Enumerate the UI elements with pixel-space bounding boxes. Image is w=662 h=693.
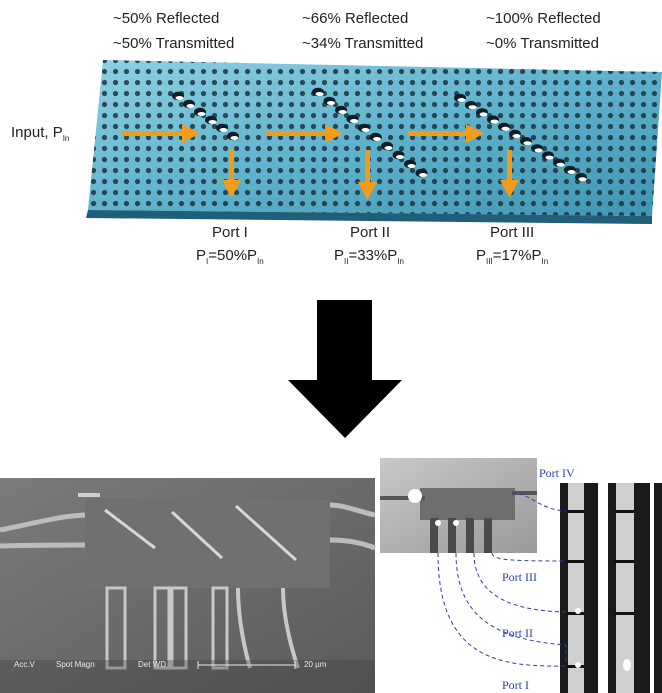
- port-iii-sub: III: [486, 257, 493, 266]
- defect-hole-highlight: [197, 112, 206, 116]
- defect-hole-highlight: [490, 119, 499, 124]
- port-i-sub: I: [206, 257, 209, 266]
- defect-hole-highlight: [327, 101, 335, 105]
- photo-port-ii: Port II: [502, 626, 533, 640]
- sem-acc-v: Acc.V: [14, 660, 35, 669]
- port-ii-eq: =33%P: [348, 247, 398, 264]
- port-ii-sub2: In: [397, 257, 404, 266]
- port-ii-sub: II: [344, 257, 349, 266]
- defect-hole-highlight: [373, 137, 381, 141]
- defect-hole-highlight: [501, 126, 510, 131]
- port-ii-arrow: [358, 150, 377, 200]
- defect-hole-highlight: [230, 136, 239, 140]
- defect-hole-highlight: [315, 92, 324, 96]
- defect-hole-highlight: [512, 134, 521, 138]
- stage-3-transmitted: ~0% Transmitted: [486, 35, 599, 52]
- input-label-sub: In: [62, 134, 70, 143]
- photo-port-iv: Port IV: [539, 466, 575, 480]
- defect-hole-highlight: [219, 128, 228, 132]
- port-ii-p: P: [334, 247, 345, 264]
- arrow-stage-2: [265, 124, 343, 143]
- port-iii-p: P: [476, 247, 487, 264]
- stage-1-transmitted: ~50% Transmitted: [113, 35, 235, 52]
- port-iii-name: Port III: [490, 224, 535, 241]
- defect-hole-highlight: [384, 146, 393, 150]
- defect-hole-highlight: [407, 164, 416, 168]
- defect-hole-highlight: [468, 105, 477, 110]
- sem-image: [0, 478, 376, 693]
- port-i-p: P: [196, 247, 207, 264]
- input-label: Input, PIn: [11, 124, 69, 148]
- port-iii-power: PIII=17%PIn: [476, 247, 548, 271]
- sem-det-wd: Det WD: [138, 660, 166, 669]
- defect-hole-highlight: [457, 98, 466, 102]
- output-facets: [560, 483, 662, 693]
- defect-hole-highlight: [479, 112, 488, 117]
- defect-hole-highlight: [567, 170, 576, 174]
- big-down-arrow: [288, 300, 402, 438]
- port-ii-power: PII=33%PIn: [334, 247, 404, 271]
- input-arrow: [122, 124, 200, 143]
- stage-1-reflected: ~50% Reflected: [113, 10, 220, 27]
- defect-hole-highlight: [361, 128, 370, 132]
- defect-hole-highlight: [175, 96, 184, 100]
- beam-splitter-defects: [172, 87, 587, 182]
- defect-hole-highlight: [350, 119, 358, 123]
- defect-hole-highlight: [545, 155, 554, 160]
- defect-hole-highlight: [578, 177, 587, 182]
- defect-hole-highlight: [396, 155, 404, 159]
- port-iii-eq: =17%P: [492, 247, 542, 264]
- photo-port-iii: Port III: [502, 570, 537, 584]
- sem-scale-label: 20 µm: [304, 660, 327, 669]
- stage-3-reflected: ~100% Reflected: [486, 10, 601, 27]
- defect-hole-highlight: [534, 148, 543, 153]
- arrow-stage-3: [408, 124, 484, 143]
- sem-spot-magn: Spot Magn: [56, 660, 95, 669]
- defect-hole-highlight: [338, 110, 347, 114]
- stage-2-transmitted: ~34% Transmitted: [302, 35, 424, 52]
- port-iii-arrow: [500, 150, 519, 198]
- port-i-sub2: In: [257, 257, 264, 266]
- photo-port-i: Port I: [502, 678, 529, 692]
- stage-2-reflected: ~66% Reflected: [302, 10, 409, 27]
- defect-hole-highlight: [556, 162, 565, 167]
- port-connector-lines: [437, 492, 567, 667]
- defect-hole-highlight: [208, 120, 217, 124]
- port-i-power: PI=50%PIn: [196, 247, 264, 271]
- port-iii-sub2: In: [541, 257, 549, 266]
- defect-hole-highlight: [523, 141, 532, 146]
- port-ii-name: Port II: [350, 224, 391, 241]
- input-label-text: Input, P: [11, 124, 63, 141]
- light-flow-arrows: [122, 124, 519, 200]
- port-i-name: Port I: [212, 224, 248, 241]
- defect-hole-highlight: [419, 173, 427, 177]
- defect-hole-highlight: [186, 104, 195, 108]
- port-i-arrow: [222, 150, 241, 198]
- microscope-photo: [380, 458, 537, 553]
- photonic-crystal-slab: [86, 60, 662, 224]
- port-i-eq: =50%P: [208, 247, 258, 264]
